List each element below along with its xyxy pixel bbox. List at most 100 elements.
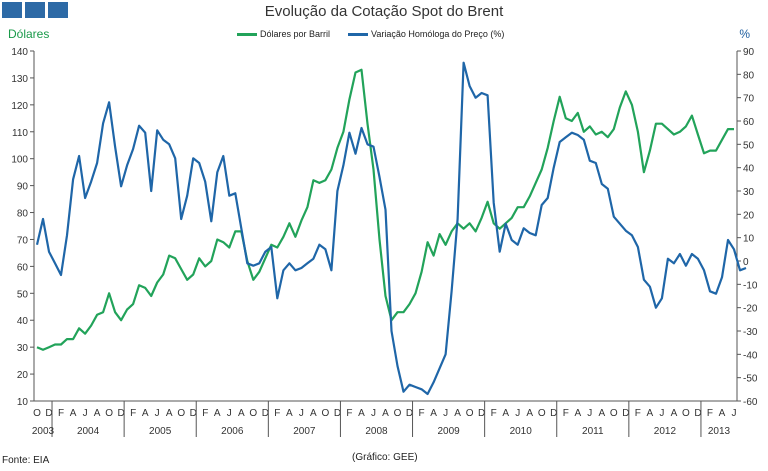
x-month-label: F [130, 408, 136, 419]
y-left-tick-label: 60 [17, 262, 29, 273]
x-month-label: J [443, 408, 448, 419]
x-month-label: J [227, 408, 232, 419]
x-year-label: 2006 [221, 426, 244, 437]
x-month-label: A [310, 408, 317, 419]
x-month-label: A [382, 408, 389, 419]
x-month-label: A [142, 408, 149, 419]
y-right-tick-label: 30 [743, 187, 755, 198]
x-year-label: 2007 [293, 426, 316, 437]
x-month-label: O [249, 408, 257, 419]
y-left-tick-label: 20 [17, 370, 29, 381]
header-square [48, 2, 68, 18]
x-month-label: F [58, 408, 64, 419]
x-year-label: 2012 [654, 426, 677, 437]
x-month-label: A [286, 408, 293, 419]
y-right-tick-label: -10 [743, 280, 758, 291]
x-month-label: D [406, 408, 413, 419]
x-month-label: O [394, 408, 402, 419]
y-left-tick-label: 70 [17, 235, 29, 246]
x-month-label: A [430, 408, 437, 419]
x-month-label: O [610, 408, 618, 419]
x-year-label: 2008 [365, 426, 388, 437]
x-month-label: F [563, 408, 569, 419]
x-month-label: J [83, 408, 88, 419]
x-month-label: O [466, 408, 474, 419]
y-right-tick-label: 50 [743, 140, 755, 151]
series-line-price [36, 68, 734, 351]
y-right-tick-label: 70 [743, 94, 755, 105]
y-left-tick-label: 80 [17, 209, 29, 220]
x-month-label: A [358, 408, 365, 419]
y-left-tick-label: 40 [17, 316, 29, 327]
x-month-label: D [550, 408, 557, 419]
x-month-label: J [299, 408, 304, 419]
x-month-label: A [94, 408, 101, 419]
x-month-label: D [190, 408, 197, 419]
x-month-label: F [707, 408, 713, 419]
x-month-label: D [478, 408, 485, 419]
x-year-label: 2013 [708, 426, 731, 437]
x-year-label: 2009 [437, 426, 460, 437]
legend-item-yoy: Variação Homóloga do Preço (%) [348, 29, 504, 39]
x-month-label: O [538, 408, 546, 419]
header-square [2, 2, 22, 18]
x-month-label: O [322, 408, 330, 419]
y-right-tick-label: 20 [743, 210, 755, 221]
chart-credit: (Gráfico: GEE) [352, 452, 418, 463]
x-year-label: 2010 [510, 426, 533, 437]
x-month-label: A [70, 408, 77, 419]
legend-label-price: Dólares por Barril [260, 29, 331, 39]
y-right-tick-label: -20 [743, 304, 758, 315]
x-month-label: D [694, 408, 701, 419]
y-right-tick-label: -50 [743, 374, 758, 385]
header-squares [2, 2, 68, 18]
legend-item-price: Dólares por Barril [237, 29, 330, 39]
x-month-label: J [659, 408, 664, 419]
y-axis-right-label: % [739, 27, 750, 41]
x-month-label: O [682, 408, 690, 419]
x-month-label: F [491, 408, 497, 419]
y-right-tick-label: -30 [743, 327, 758, 338]
x-month-label: O [105, 408, 113, 419]
x-month-label: D [118, 408, 125, 419]
legend-swatch-yoy [348, 32, 369, 36]
y-right-tick-label: -60 [743, 397, 758, 408]
y-right-tick-label: 40 [743, 164, 755, 175]
x-month-label: A [526, 408, 533, 419]
x-month-label: F [202, 408, 208, 419]
x-month-label: J [731, 408, 736, 419]
x-month-label: O [33, 408, 41, 419]
x-month-label: A [574, 408, 581, 419]
x-year-label: 2005 [149, 426, 172, 437]
y-left-tick-label: 30 [17, 343, 29, 354]
x-month-label: A [719, 408, 726, 419]
y-left-tick-label: 10 [17, 397, 29, 408]
x-year-label: 2004 [77, 426, 100, 437]
y-right-tick-label: -40 [743, 350, 758, 361]
header-square [25, 2, 45, 18]
x-month-label: A [502, 408, 509, 419]
x-month-label: A [671, 408, 678, 419]
y-right-tick-label: 80 [743, 70, 755, 81]
y-right-tick-label: 60 [743, 117, 755, 128]
y-left-tick-label: 50 [17, 289, 29, 300]
chart-title: Evolução da Cotação Spot do Brent [264, 3, 504, 20]
x-month-label: F [418, 408, 424, 419]
source-note: Fonte: EIA [2, 455, 50, 466]
x-month-label: D [45, 408, 52, 419]
y-right-tick-label: 0 [743, 257, 749, 268]
x-year-label: 2003 [32, 426, 55, 437]
x-month-label: F [635, 408, 641, 419]
x-month-label: J [515, 408, 520, 419]
y-left-tick-label: 110 [12, 128, 28, 139]
x-month-label: J [587, 408, 592, 419]
y-left-tick-label: 130 [11, 74, 28, 85]
x-month-label: D [622, 408, 629, 419]
x-month-label: F [346, 408, 352, 419]
x-month-label: A [166, 408, 173, 419]
x-month-label: F [274, 408, 280, 419]
x-month-label: J [155, 408, 160, 419]
y-left-tick-label: 140 [11, 47, 28, 58]
legend-swatch-price [237, 32, 257, 36]
